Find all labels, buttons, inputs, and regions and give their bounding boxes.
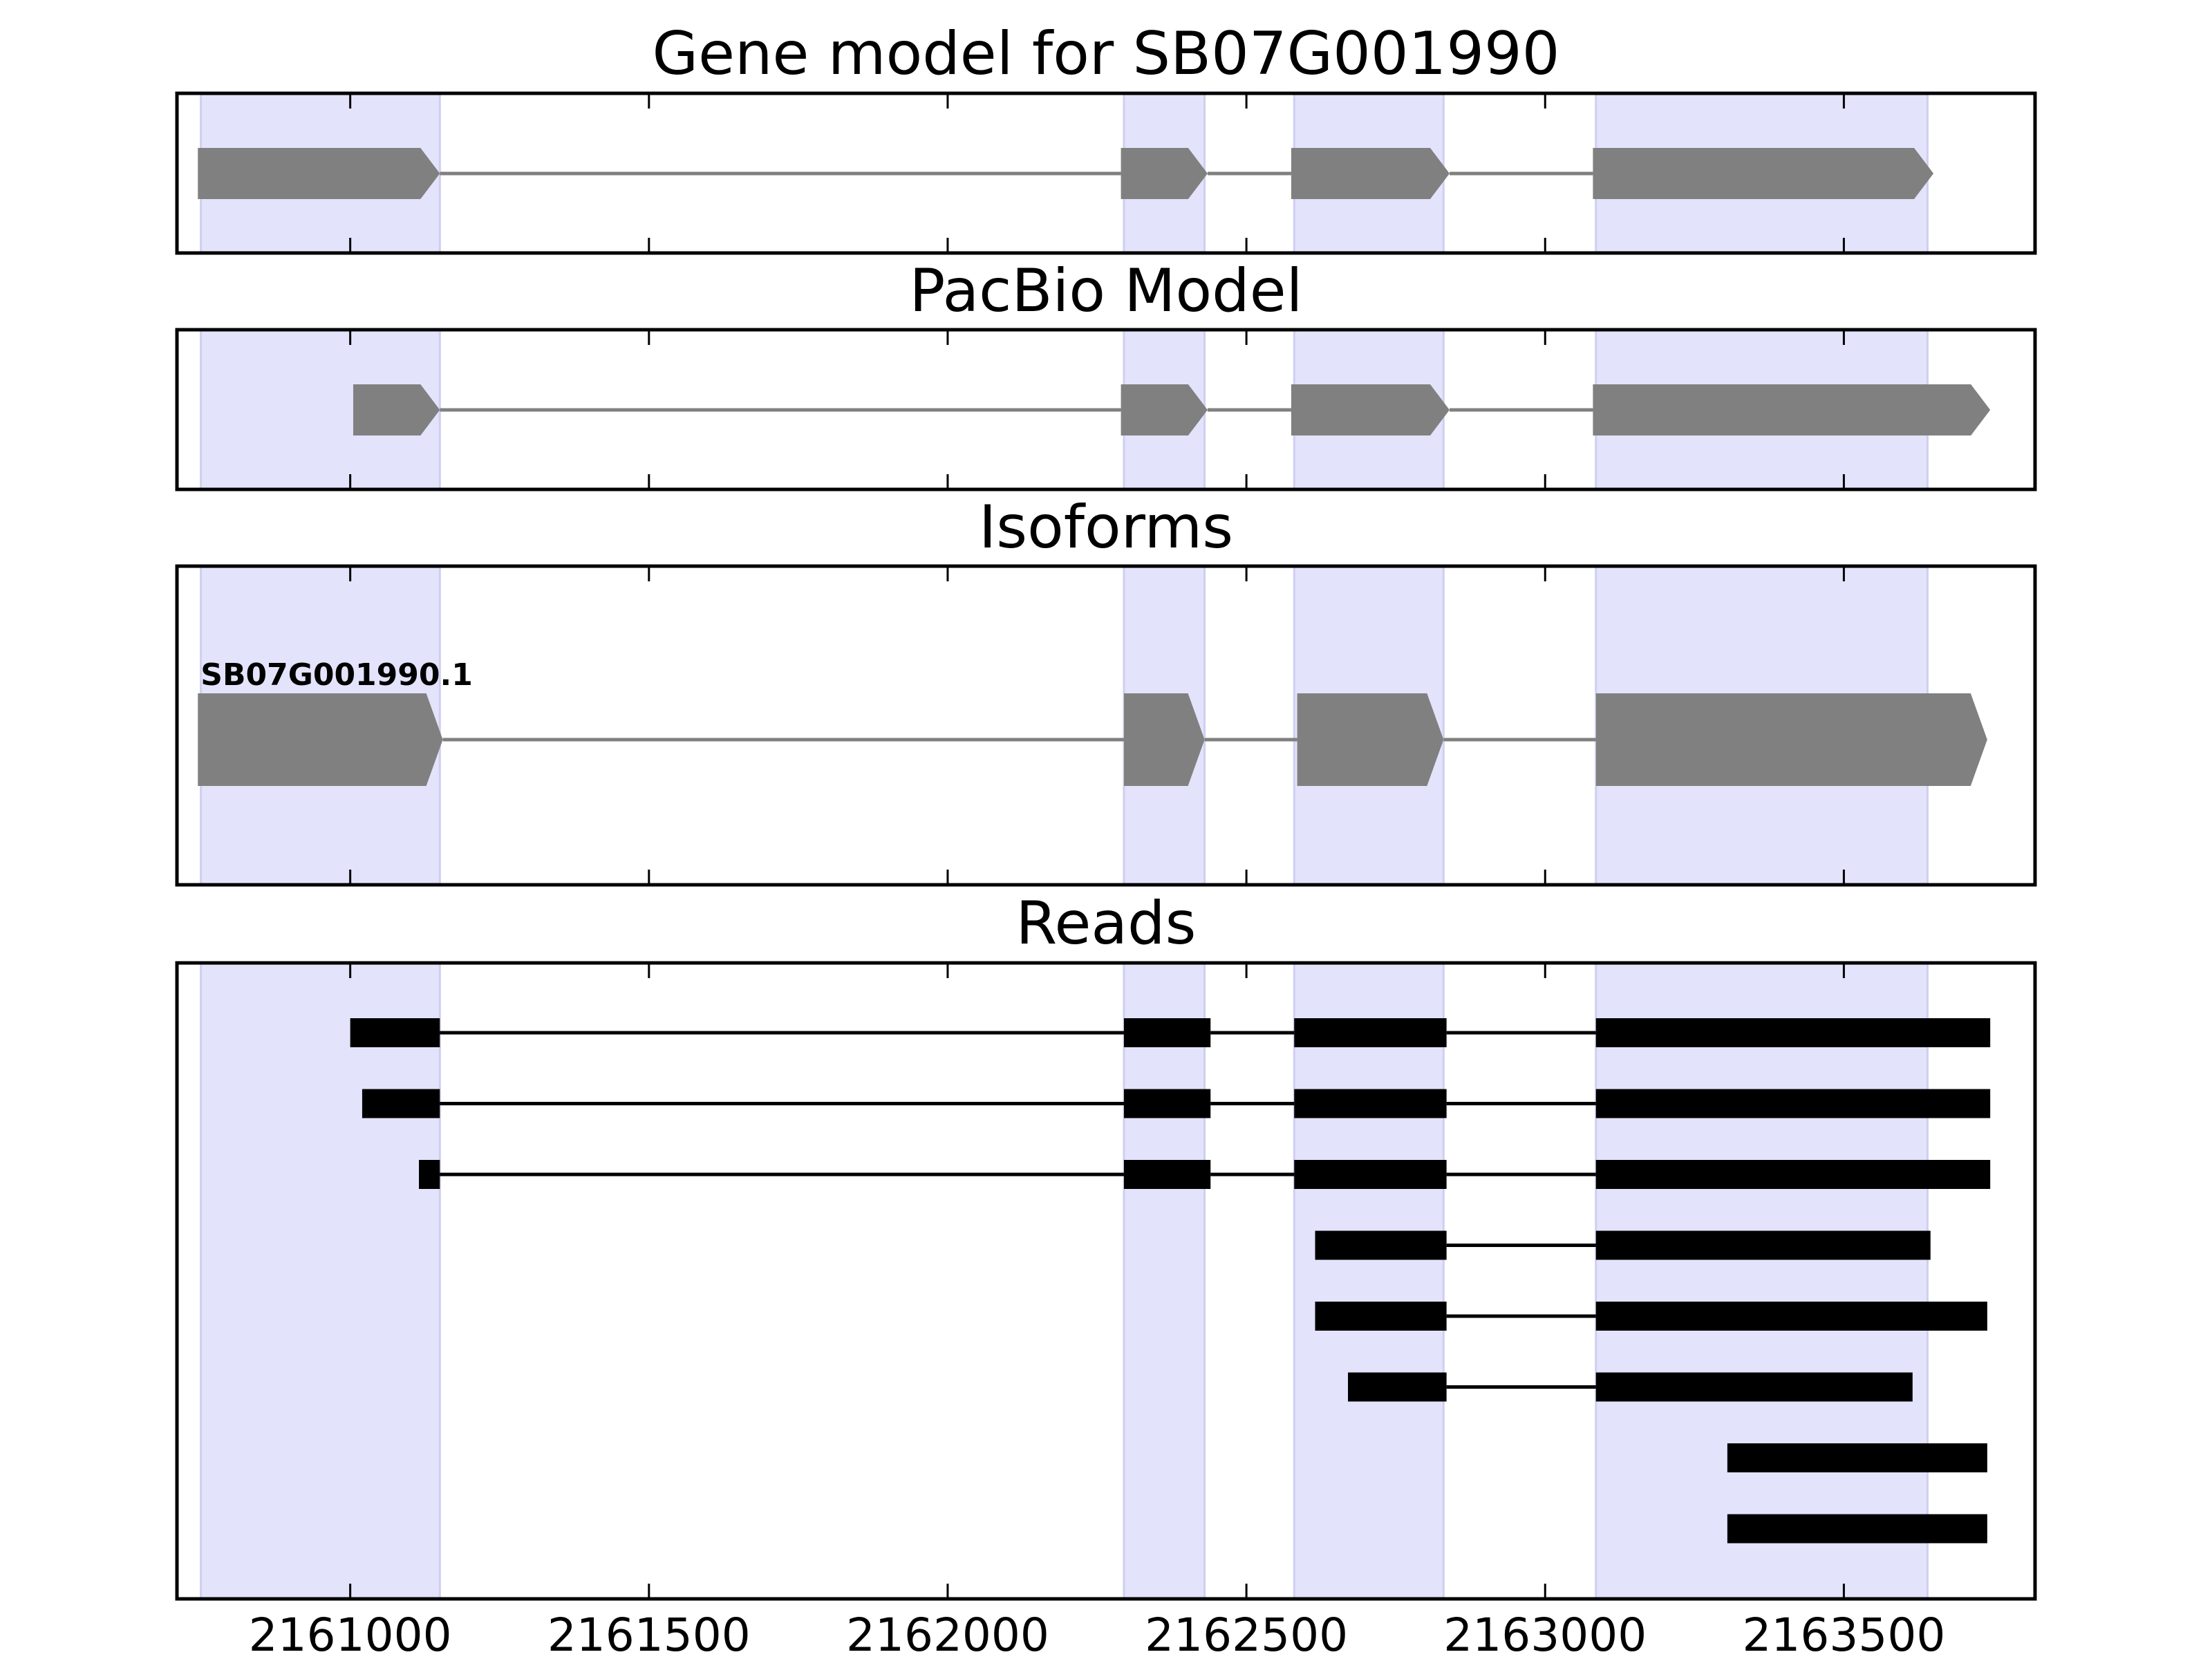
panel-frame xyxy=(175,328,2037,491)
panel-1-tracks xyxy=(353,384,1991,435)
panel-3: Reads xyxy=(175,889,2037,1601)
read-exon-block xyxy=(1595,1160,1991,1189)
x-tick-label: 2162000 xyxy=(846,1609,1049,1659)
x-tick-label: 2163000 xyxy=(1443,1609,1647,1659)
panel-0-tracks xyxy=(198,148,1934,199)
x-axis-tick-labels: 2161000 2161500 2162000 2162500 2163000 21635… xyxy=(249,1609,1946,1659)
panel-0: Gene model for SB07G001990 xyxy=(175,19,2037,255)
read-exon-block xyxy=(1595,1372,1913,1402)
read-exon-block xyxy=(1727,1443,1987,1472)
x-tick-label: 2163500 xyxy=(1742,1609,1945,1659)
read-exon-block xyxy=(1595,1089,1991,1118)
read-exon-block xyxy=(350,1018,440,1047)
exon-block xyxy=(1121,384,1208,435)
x-tick-label: 2162500 xyxy=(1145,1609,1348,1659)
x-tick-label: 2161000 xyxy=(249,1609,452,1659)
read-exon-block xyxy=(1315,1230,1447,1260)
read-exon-block xyxy=(1595,1302,1987,1331)
panel-2-tracks: SB07G001990.1 xyxy=(198,657,1987,786)
highlight-region xyxy=(1595,962,1929,1600)
exon-block xyxy=(1593,148,1934,199)
read-exon-block xyxy=(1123,1160,1211,1189)
isoform-label: SB07G001990.1 xyxy=(200,657,473,693)
read-exon-block xyxy=(1595,1018,1991,1047)
panel-title: PacBio Model xyxy=(909,256,1302,326)
panel-title: Reads xyxy=(1016,889,1197,958)
exon-block xyxy=(1123,693,1205,786)
read-exon-block xyxy=(1595,1230,1931,1260)
highlight-region xyxy=(1123,962,1206,1600)
panel-2: SB07G001990.1 Isoforms xyxy=(175,493,2037,887)
exon-block xyxy=(1291,384,1450,435)
read-exon-block xyxy=(362,1089,440,1118)
x-tick-label: 2161500 xyxy=(547,1609,751,1659)
panels-group: Gene model for SB07G001990 PacBio Model SB… xyxy=(175,19,2037,1601)
panel-1: PacBio Model xyxy=(175,256,2037,491)
panel-title: Gene model for SB07G001990 xyxy=(653,19,1560,88)
exon-block xyxy=(198,693,443,786)
panel-3-tracks xyxy=(350,1018,1991,1544)
panel-frame xyxy=(175,91,2037,255)
exon-block xyxy=(198,148,440,199)
read-exon-block xyxy=(1348,1372,1447,1402)
read-exon-block xyxy=(1123,1089,1211,1118)
exon-block xyxy=(353,384,440,435)
exon-block xyxy=(1593,384,1991,435)
exon-block xyxy=(1291,148,1450,199)
highlight-region xyxy=(200,962,441,1600)
read-exon-block xyxy=(1727,1514,1987,1544)
exon-block xyxy=(1121,148,1208,199)
read-exon-block xyxy=(1294,1018,1447,1047)
highlight-region xyxy=(1293,962,1445,1600)
exon-block xyxy=(1595,693,1987,786)
exon-block xyxy=(1297,693,1444,786)
read-exon-block xyxy=(1315,1302,1447,1331)
read-exon-block xyxy=(419,1160,440,1189)
read-exon-block xyxy=(1123,1018,1211,1047)
read-exon-block xyxy=(1294,1089,1447,1118)
panel-frame xyxy=(175,961,2037,1601)
panel-title: Isoforms xyxy=(979,493,1233,562)
panel-frame xyxy=(175,564,2037,887)
read-exon-block xyxy=(1294,1160,1447,1189)
